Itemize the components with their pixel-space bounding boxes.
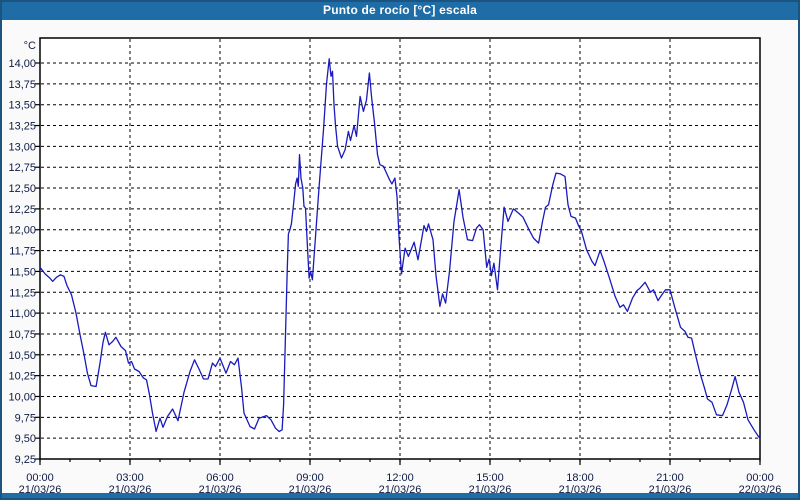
y-tick-label: 9,25 (15, 454, 36, 466)
y-tick-label: 13,75 (8, 79, 36, 91)
y-tick-label: 10,25 (8, 371, 36, 383)
x-tick-time-label: 00:00 (26, 472, 54, 484)
y-tick-label: 13,25 (8, 121, 36, 133)
y-tick-label: 12,50 (8, 183, 36, 195)
x-tick-time-label: 03:00 (116, 472, 144, 484)
window-titlebar[interactable]: Punto de rocío [°C] escala (0, 0, 800, 20)
y-tick-label: 11,75 (9, 246, 36, 258)
series-line-punto-de-rocio (39, 58, 761, 439)
x-tick-time-label: 06:00 (206, 472, 234, 484)
window-bottom-bar (0, 493, 800, 500)
y-tick-label: 11,00 (9, 308, 36, 320)
x-tick-time-label: 12:00 (386, 472, 414, 484)
y-tick-label: 9,75 (15, 412, 36, 424)
x-tick-time-label: 09:00 (296, 472, 324, 484)
y-tick-label: 14,00 (8, 58, 36, 70)
x-tick-time-label: 21:00 (656, 472, 684, 484)
y-tick-label: 10,75 (8, 329, 36, 341)
y-axis-unit-label: °C (23, 40, 36, 52)
x-tick-time-label: 00:00 (746, 472, 774, 484)
y-tick-label: 12,75 (8, 162, 36, 174)
y-tick-label: 11,25 (9, 287, 36, 299)
x-tick-time-label: 15:00 (476, 472, 504, 484)
y-tick-label: 11,50 (9, 266, 36, 278)
y-tick-label: 10,00 (8, 391, 36, 403)
plot-border (39, 37, 761, 460)
y-tick-label: 12,25 (8, 204, 36, 216)
y-tick-label: 13,00 (8, 141, 36, 153)
y-tick-label: 9,50 (15, 433, 36, 445)
y-tick-label: 12,00 (8, 225, 36, 237)
y-tick-label: 13,50 (8, 100, 36, 112)
y-tick-label: 10,50 (8, 350, 36, 362)
x-tick-time-label: 18:00 (566, 472, 594, 484)
window-title: Punto de rocío [°C] escala (322, 3, 478, 17)
